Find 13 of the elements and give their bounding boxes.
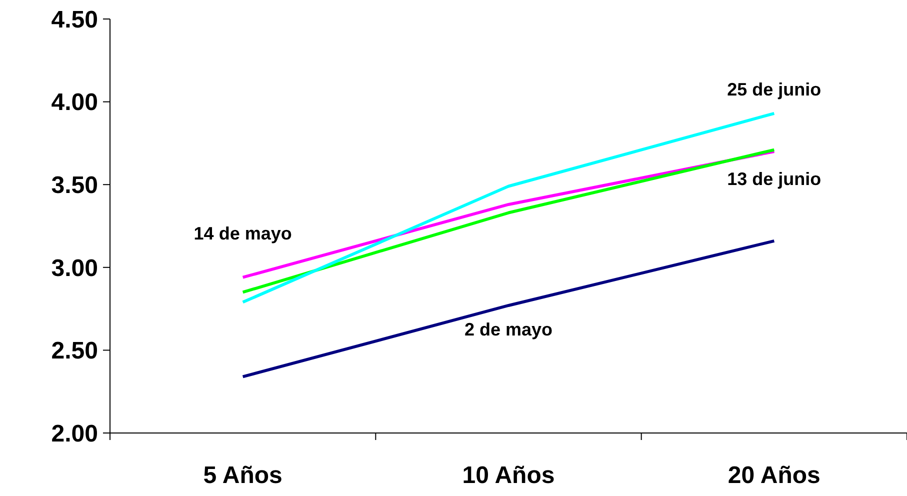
series-label: 25 de junio [727, 79, 822, 100]
y-tick-label: 4.00 [51, 89, 98, 116]
y-tick-label: 2.50 [51, 338, 98, 365]
y-tick-label: 3.00 [51, 254, 98, 282]
y-tick-label: 3.50 [51, 172, 98, 199]
x-tick-label: 10 Años [462, 462, 555, 489]
y-tick-label: 4.50 [51, 6, 98, 34]
x-tick-label: 5 Años [203, 462, 282, 489]
series-label: 2 de mayo [464, 319, 553, 340]
series-label: 13 de junio [727, 168, 822, 189]
series-label: 14 de mayo [194, 223, 292, 244]
y-tick-label: 2.00 [51, 420, 98, 448]
x-tick-label: 20 Años [728, 462, 820, 489]
